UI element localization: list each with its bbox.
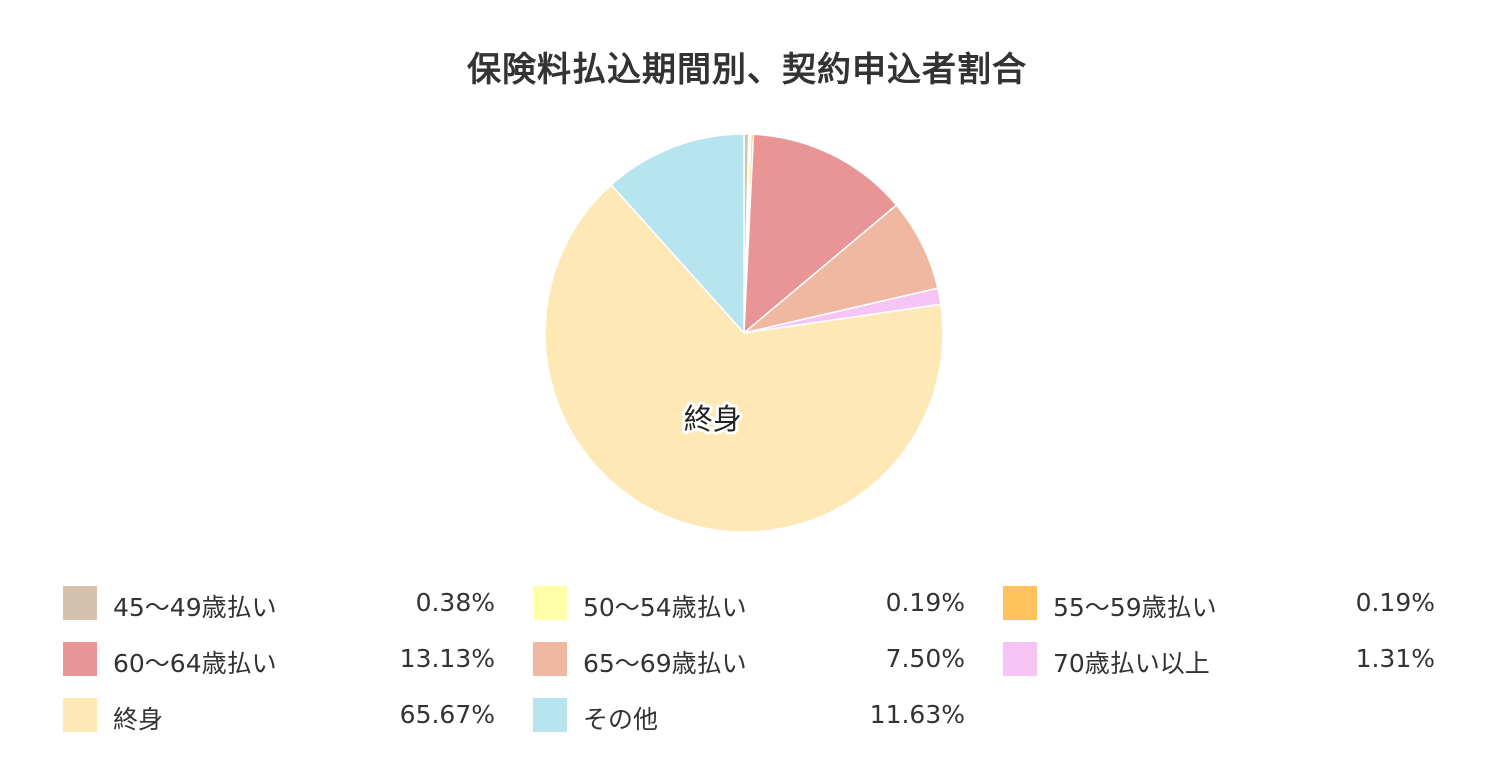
pie-slice[interactable] (544, 184, 944, 533)
pie-slice[interactable] (610, 133, 745, 334)
pie-slice[interactable] (743, 133, 898, 334)
slice-label: 終身 (684, 402, 742, 436)
chart-title: 保険料払込期間別、契約申込者割合 (467, 50, 1027, 90)
